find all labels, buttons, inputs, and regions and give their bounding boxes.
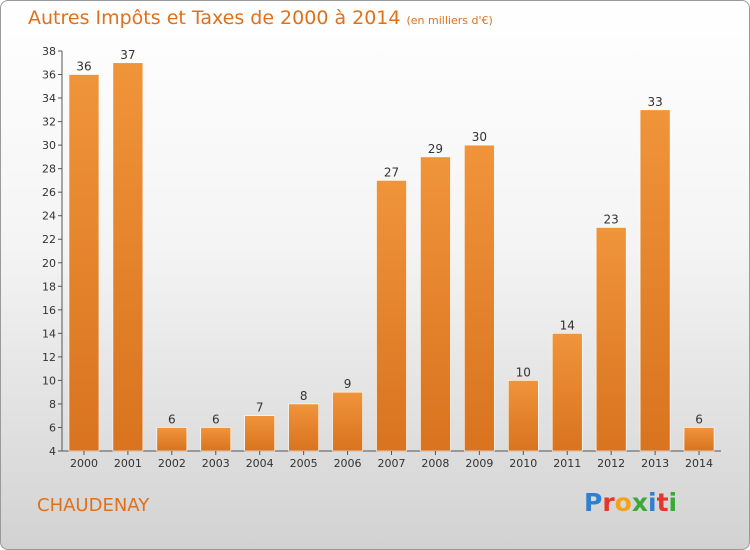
bar <box>464 144 495 452</box>
commune-name: CHAUDENAY <box>37 495 150 516</box>
y-tick-label: 20 <box>42 257 56 270</box>
y-tick-label: 24 <box>42 210 56 223</box>
x-tick-label: 2008 <box>421 457 449 470</box>
logo-letter: i <box>648 488 657 517</box>
bar <box>244 415 275 452</box>
y-tick-label: 34 <box>42 92 56 105</box>
bar <box>68 74 100 452</box>
bar-value-label: 33 <box>647 95 662 109</box>
bar-value-label: 6 <box>212 412 220 426</box>
bar-value-label: 36 <box>76 60 91 74</box>
y-tick-label: 38 <box>42 45 56 58</box>
y-tick-label: 36 <box>42 69 56 82</box>
x-tick-label: 2006 <box>334 457 362 470</box>
bar <box>332 391 363 452</box>
bar-value-label: 9 <box>344 377 352 391</box>
y-tick-label: 32 <box>42 116 56 129</box>
bar-value-label: 10 <box>516 365 531 379</box>
chart-title-main: Autres Impôts et Taxes de 2000 à 2014 <box>28 7 401 29</box>
logo-letter: o <box>614 488 632 517</box>
y-tick-label: 28 <box>42 163 56 176</box>
bar <box>288 403 319 452</box>
x-tick-label: 2014 <box>685 457 713 470</box>
y-tick-label: 26 <box>42 186 56 199</box>
bar <box>420 156 451 452</box>
bar <box>639 109 671 452</box>
x-tick-label: 2010 <box>509 457 537 470</box>
y-tick-label: 12 <box>42 351 56 364</box>
chart-title: Autres Impôts et Taxes de 2000 à 2014 (en… <box>28 7 493 29</box>
logo-letter: r <box>602 488 615 517</box>
y-tick-label: 14 <box>42 327 56 340</box>
y-tick-label: 16 <box>42 304 56 317</box>
logo-letter: t <box>656 488 669 517</box>
y-tick-label: 18 <box>42 280 56 293</box>
bar <box>683 427 715 452</box>
x-tick-label: 2009 <box>465 457 493 470</box>
bar <box>376 180 407 452</box>
x-tick-label: 2002 <box>158 457 186 470</box>
bar <box>595 227 627 452</box>
bar-value-label: 6 <box>695 412 703 426</box>
bar <box>112 62 144 452</box>
bar <box>156 427 188 452</box>
bar-value-label: 14 <box>560 318 575 332</box>
y-tick-label: 8 <box>49 398 56 411</box>
x-tick-label: 2013 <box>641 457 669 470</box>
y-tick-label: 30 <box>42 139 56 152</box>
logo-letter: i <box>668 488 678 517</box>
bar-value-label: 30 <box>472 130 487 144</box>
x-tick-label: 2007 <box>378 457 406 470</box>
bar-value-label: 23 <box>604 212 619 226</box>
bar <box>507 380 539 452</box>
bar-value-label: 29 <box>428 142 443 156</box>
x-tick-label: 2011 <box>553 457 581 470</box>
x-tick-label: 2000 <box>70 457 98 470</box>
bar-value-label: 7 <box>256 401 264 415</box>
bar-value-label: 37 <box>120 48 135 62</box>
bar <box>551 333 583 452</box>
logo-letter: x <box>631 488 648 517</box>
x-tick-label: 2005 <box>290 457 318 470</box>
chart-subtitle: (en milliers d'€) <box>406 14 493 27</box>
proxiti-logo: Proxiti <box>584 488 677 517</box>
x-tick-label: 2001 <box>114 457 142 470</box>
x-tick-label: 2003 <box>202 457 230 470</box>
y-tick-label: 10 <box>42 374 56 387</box>
bar-value-label: 8 <box>300 389 308 403</box>
y-tick-label: 4 <box>49 445 56 458</box>
bar-value-label: 27 <box>384 165 399 179</box>
logo-letter: P <box>584 488 603 517</box>
y-tick-label: 22 <box>42 233 56 246</box>
bar <box>200 427 232 452</box>
x-tick-label: 2004 <box>246 457 274 470</box>
y-tick-label: 6 <box>49 421 56 434</box>
bar-value-label: 6 <box>168 412 176 426</box>
x-tick-label: 2012 <box>597 457 625 470</box>
